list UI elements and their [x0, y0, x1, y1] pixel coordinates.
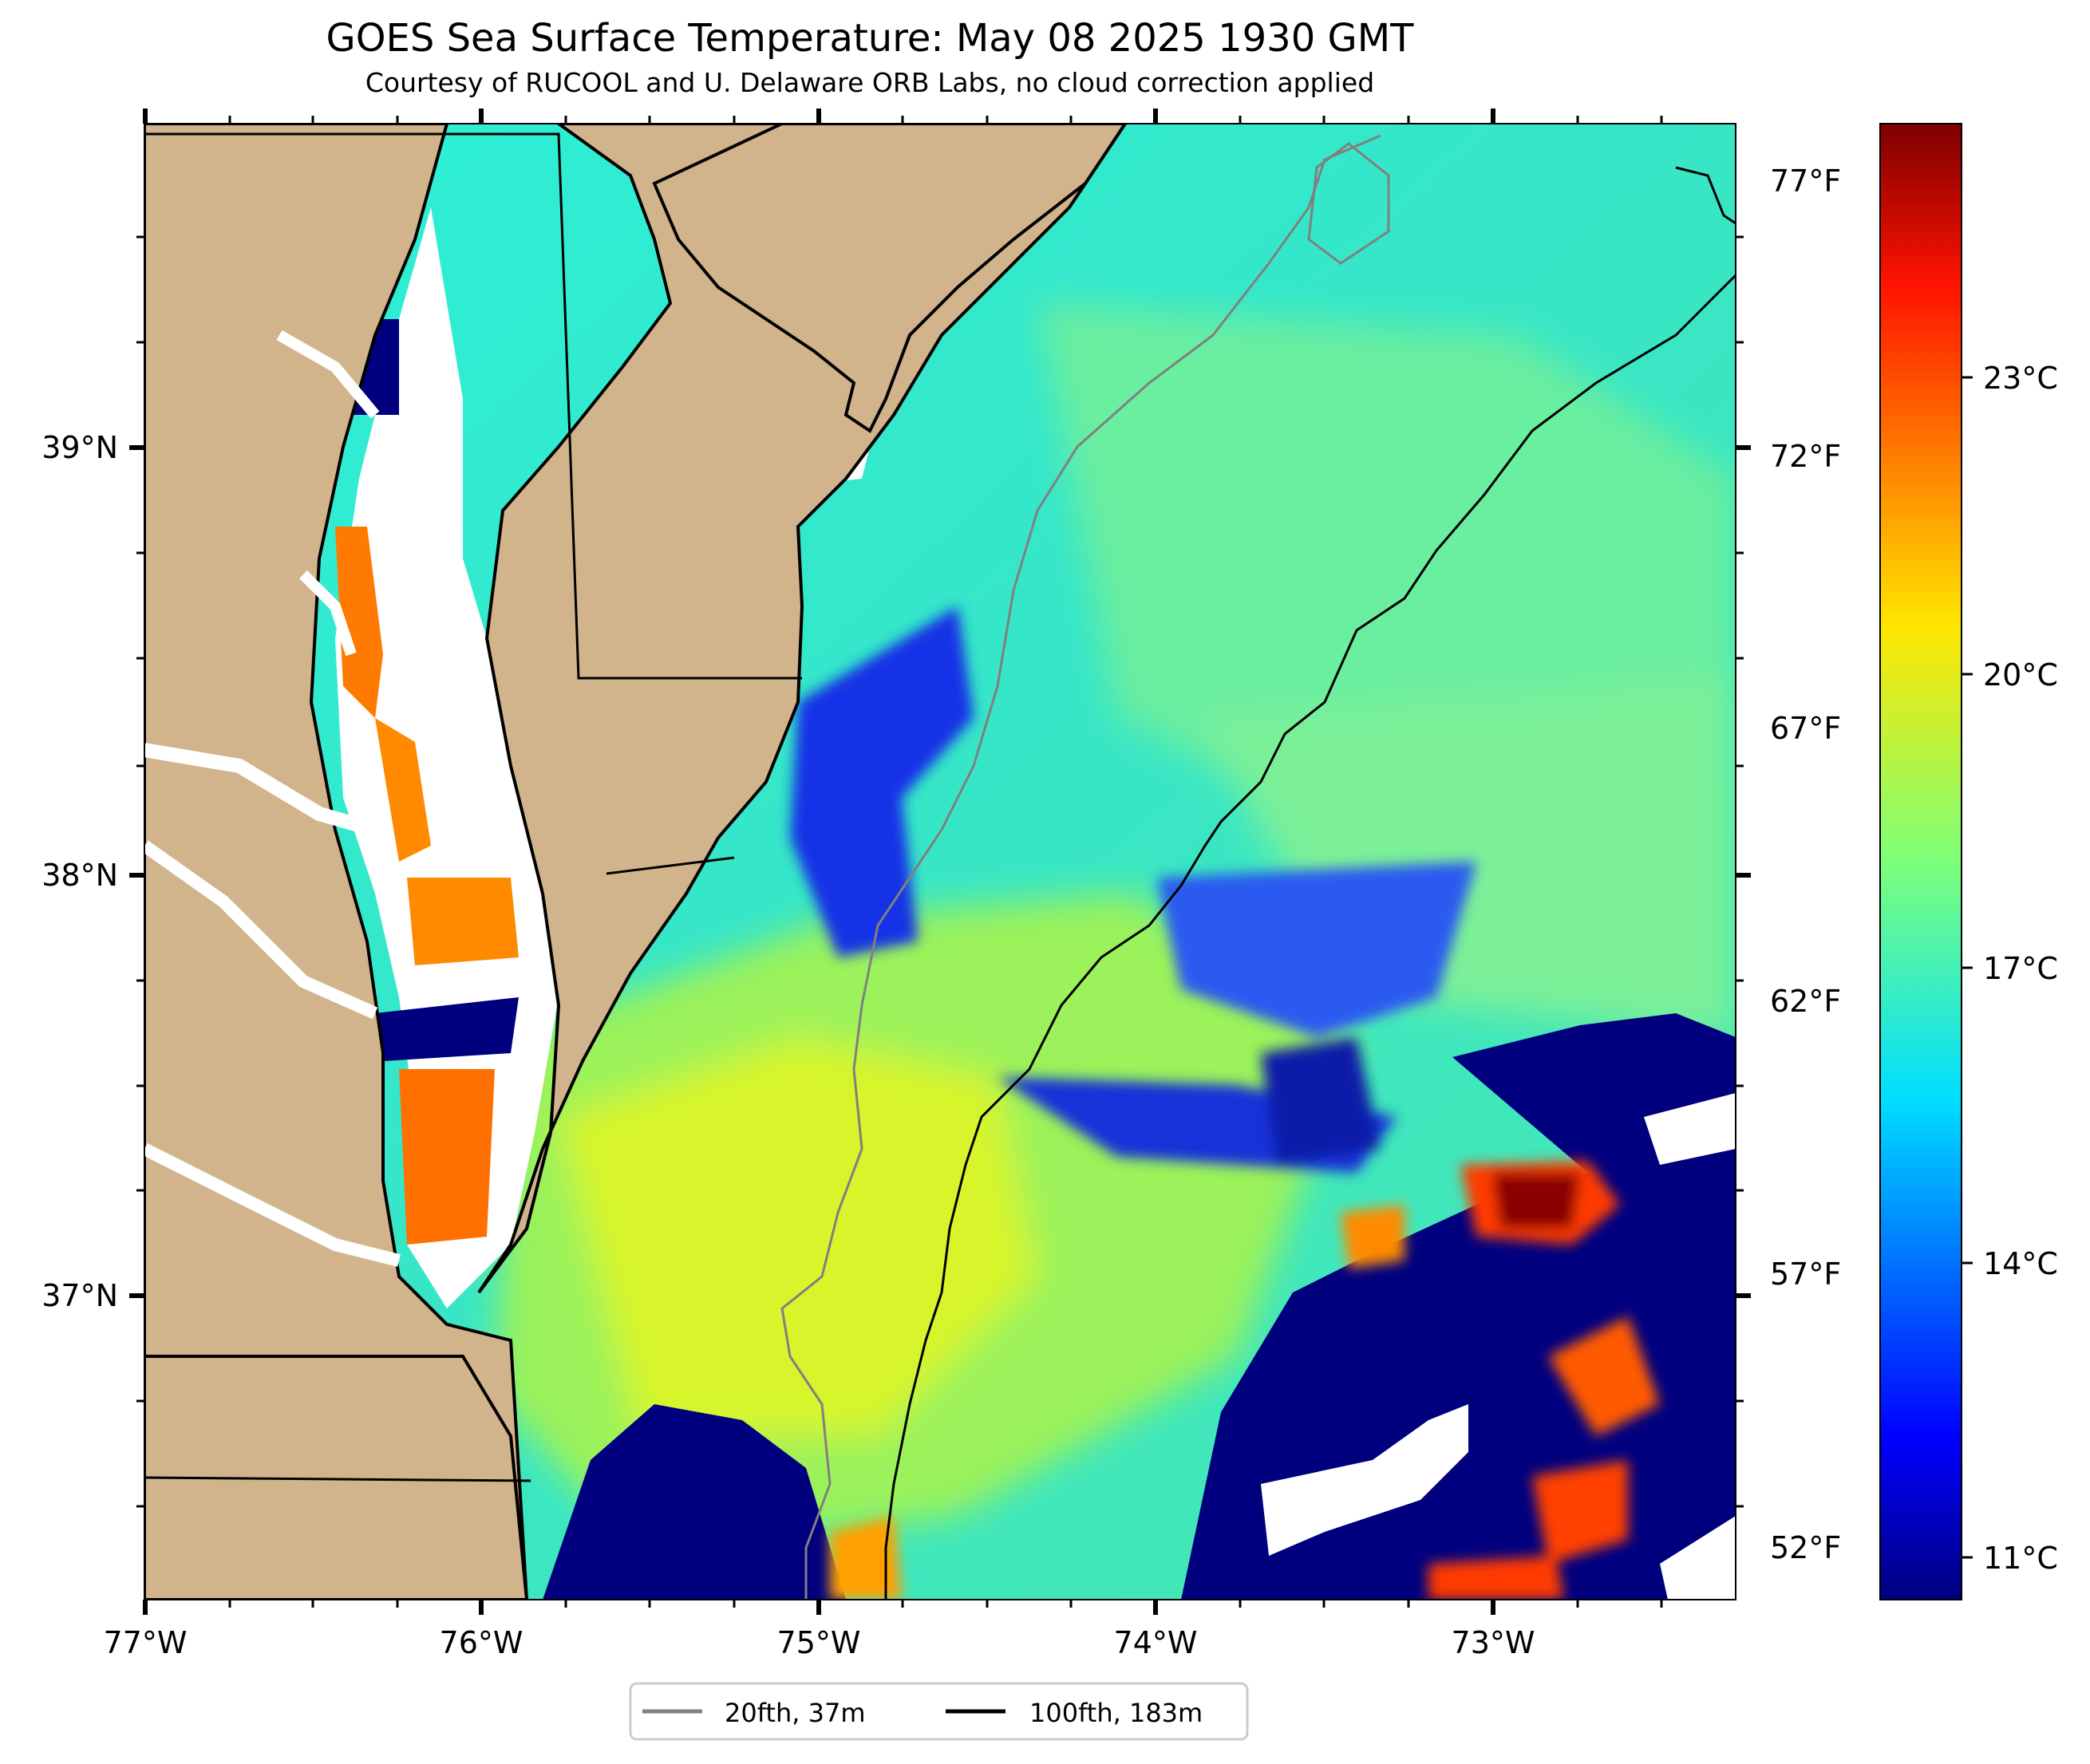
lon-label: 74°W — [1114, 1625, 1198, 1660]
colorbar-label: 20°C — [1983, 657, 2058, 693]
contour-20fth-shoal — [1307, 142, 1390, 265]
legend-box — [629, 1682, 1249, 1741]
map-subtitle: Courtesy of RUCOOL and U. Delaware ORB L… — [365, 67, 1375, 98]
sst-cold-water — [1181, 1013, 1736, 1600]
lat-ticks — [129, 445, 1751, 1298]
lat-label: 37°N — [41, 1278, 118, 1313]
sst-map — [144, 124, 1736, 1600]
temp-f-label: 67°F — [1770, 711, 1841, 746]
temp-f-label: 57°F — [1770, 1257, 1841, 1292]
lat-label: 39°N — [41, 430, 118, 465]
lon-label: 76°W — [440, 1625, 523, 1660]
contour-100fth-shelf — [1675, 166, 1736, 225]
colorbar-gradient — [1879, 123, 1962, 1600]
lon-minor-ticks — [228, 116, 1663, 1608]
temp-f-label: 72°F — [1770, 439, 1841, 474]
colorbar-label: 14°C — [1983, 1246, 2058, 1281]
land — [144, 124, 1128, 1600]
colorbar-label: 23°C — [1983, 361, 2058, 396]
contour-100fth — [884, 274, 1736, 1600]
lon-label: 77°W — [104, 1625, 188, 1660]
colorbar: 23°C 20°C 17°C 14°C 11°C — [1879, 123, 2058, 1600]
lat-label: 38°N — [41, 858, 118, 893]
cloud-gap — [1644, 1093, 1736, 1165]
lon-ticks — [143, 109, 1495, 1615]
cloud-gap — [1660, 1516, 1736, 1600]
colorbar-label: 17°C — [1983, 951, 2058, 986]
map-frame — [144, 123, 1736, 1600]
contour-20fth — [780, 134, 1381, 1600]
lon-label: 75°W — [777, 1625, 861, 1660]
legend-label: 100fth, 183m — [1029, 1698, 1203, 1728]
sst-cold-water-south — [543, 1404, 846, 1600]
lon-label: 73°W — [1452, 1625, 1535, 1660]
colorbar-label: 11°C — [1983, 1541, 2058, 1576]
map-title: GOES Sea Surface Temperature: May 08 202… — [326, 16, 1414, 61]
temp-f-label: 52°F — [1770, 1530, 1841, 1565]
cloud-gap — [1261, 1404, 1468, 1556]
lat-minor-ticks — [136, 235, 1744, 1508]
legend-label: 20fth, 37m — [725, 1698, 865, 1728]
chesapeake-bay — [335, 207, 559, 1308]
sst-warm-eddies — [830, 1161, 1660, 1600]
sst-warm-band — [495, 303, 1736, 1556]
legend: 20fth, 37m 100fth, 183m — [629, 1682, 1249, 1741]
temp-f-label: 62°F — [1770, 984, 1841, 1019]
temp-f-label: 77°F — [1770, 164, 1841, 199]
sst-cool-patches — [790, 606, 1476, 1173]
